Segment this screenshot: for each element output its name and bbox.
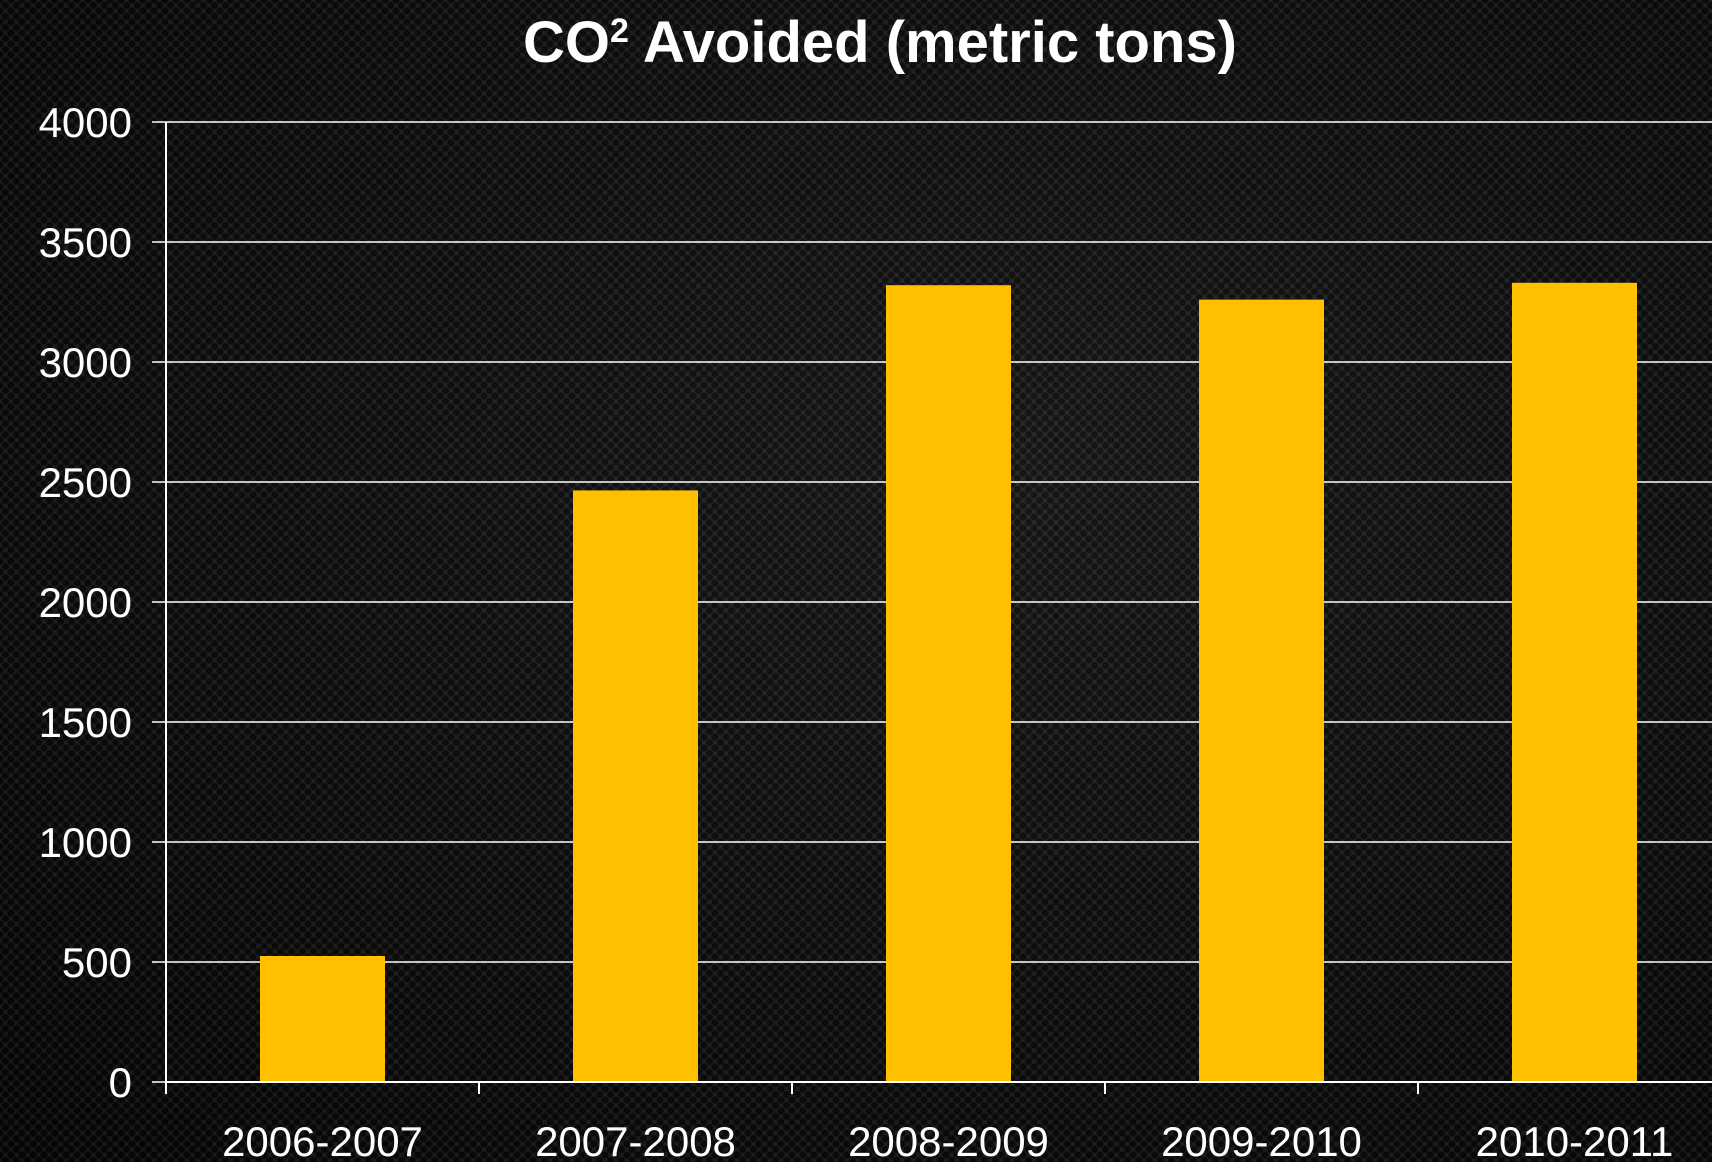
y-tick-label-500: 500 — [62, 939, 132, 986]
chart-title-superscript: 2 — [610, 12, 629, 50]
y-tick-label-4000: 4000 — [39, 99, 132, 146]
y-tick-label-0: 0 — [109, 1059, 132, 1106]
x-tick-label-2009-2010: 2009-2010 — [1161, 1118, 1362, 1162]
x-tick-label-2010-2011: 2010-2011 — [1476, 1118, 1674, 1162]
bar-2010-2011 — [1512, 282, 1637, 1082]
x-tick-label-2008-2009: 2008-2009 — [848, 1118, 1049, 1162]
y-tick-label-2000: 2000 — [39, 579, 132, 626]
chart-title-main: CO — [523, 10, 610, 75]
chart-title-rest: Avoided (metric tons) — [629, 10, 1237, 75]
y-tick-label-1500: 1500 — [39, 699, 132, 746]
chart-title: CO2 Avoided (metric tons) — [523, 10, 1237, 75]
y-tick-label-2500: 2500 — [39, 459, 132, 506]
bar-2008-2009 — [886, 285, 1011, 1082]
bars — [260, 282, 1637, 1083]
y-tick-label-3000: 3000 — [39, 339, 132, 386]
bar-2009-2010 — [1199, 299, 1324, 1083]
axes — [165, 122, 1712, 1094]
x-tick-label-2006-2007: 2006-2007 — [222, 1118, 423, 1162]
x-tick-label-2007-2008: 2007-2008 — [535, 1118, 736, 1162]
bar-2006-2007 — [260, 956, 385, 1082]
bar-2007-2008 — [573, 490, 698, 1082]
y-tick-label-1000: 1000 — [39, 819, 132, 866]
x-tick-labels: 2006-2007 2007-2008 2008-2009 2009-2010 2010… — [222, 1118, 1673, 1162]
y-tick-labels: 0 500 1000 1500 2000 2500 3000 3500 4000 — [39, 99, 132, 1106]
y-tick-label-3500: 3500 — [39, 219, 132, 266]
